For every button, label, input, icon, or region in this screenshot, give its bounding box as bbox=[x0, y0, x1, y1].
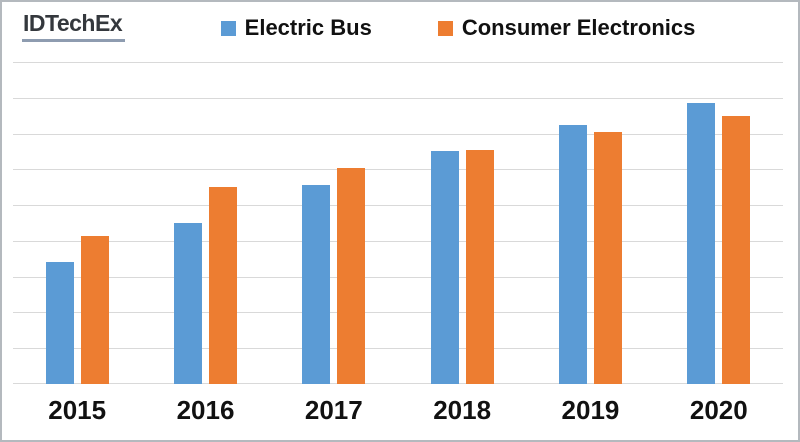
bar-group-2016 bbox=[141, 62, 269, 384]
bar-electric-bus-2019 bbox=[558, 124, 587, 384]
legend-swatch-electric-bus bbox=[220, 20, 236, 36]
plot-area bbox=[13, 62, 783, 384]
x-axis-label-2018: 2018 bbox=[433, 395, 492, 425]
gridline bbox=[13, 276, 783, 278]
bar-group-2019 bbox=[526, 62, 654, 384]
gridline bbox=[13, 62, 783, 63]
bar-consumer-electronics-2020 bbox=[722, 115, 751, 384]
x-axis-label-2019: 2019 bbox=[561, 395, 620, 425]
gridline bbox=[13, 348, 783, 350]
chart-legend: Electric Bus Consumer Electronics bbox=[120, 15, 796, 41]
gridline bbox=[13, 97, 783, 99]
gridline bbox=[13, 240, 783, 242]
idtechex-logo: IDTechEx bbox=[22, 10, 126, 43]
bar-electric-bus-2016 bbox=[173, 223, 202, 384]
bar-consumer-electronics-2015 bbox=[80, 235, 109, 384]
x-axis-label-2017: 2017 bbox=[304, 395, 363, 425]
bar-group-2020 bbox=[655, 62, 783, 384]
bar-electric-bus-2015 bbox=[45, 262, 74, 384]
gridline bbox=[13, 205, 783, 207]
legend-item-electric-bus: Electric Bus bbox=[220, 15, 372, 41]
bar-electric-bus-2018 bbox=[430, 151, 459, 384]
x-axis-label-2020: 2020 bbox=[689, 395, 748, 425]
legend-label-consumer-electronics: Consumer Electronics bbox=[461, 15, 696, 40]
bar-group-2017 bbox=[270, 62, 398, 384]
bar-consumer-electronics-2016 bbox=[208, 187, 237, 384]
bar-consumer-electronics-2017 bbox=[337, 167, 366, 384]
gridline bbox=[13, 169, 783, 171]
legend-item-consumer-electronics: Consumer Electronics bbox=[437, 15, 696, 41]
bar-consumer-electronics-2019 bbox=[593, 131, 622, 384]
bar-group-2018 bbox=[398, 62, 526, 384]
gridline bbox=[13, 133, 783, 135]
bar-consumer-electronics-2018 bbox=[465, 149, 494, 384]
bar-group-2015 bbox=[13, 62, 141, 384]
bar-electric-bus-2017 bbox=[302, 185, 331, 384]
legend-swatch-consumer-electronics bbox=[437, 20, 453, 36]
x-axis-labels: 2015 2016 2017 2018 2019 2020 bbox=[13, 393, 783, 427]
x-axis-label-2015: 2015 bbox=[48, 395, 107, 425]
legend-label-electric-bus: Electric Bus bbox=[244, 15, 372, 40]
x-axis-baseline bbox=[13, 383, 783, 384]
gridline bbox=[13, 312, 783, 314]
x-axis-label-2016: 2016 bbox=[176, 395, 235, 425]
bar-electric-bus-2020 bbox=[687, 103, 716, 384]
